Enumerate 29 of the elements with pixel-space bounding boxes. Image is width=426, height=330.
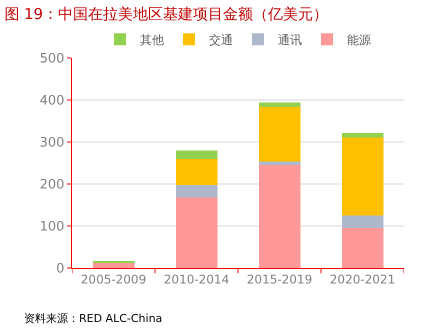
y-tick-label: 300 (40, 136, 64, 151)
bar (92, 262, 134, 268)
bar (176, 184, 218, 198)
y-tick-label: 200 (40, 178, 64, 193)
bar (258, 107, 300, 162)
bar (176, 197, 218, 268)
text: 资料来源：RED ALC-China (24, 312, 162, 325)
bar (342, 137, 384, 216)
bar (258, 161, 300, 166)
bar (342, 216, 384, 228)
bar (342, 228, 384, 268)
bar (176, 158, 218, 185)
y-tick-label: 500 (40, 52, 64, 67)
legend-label: 交通 (209, 32, 233, 47)
bar (176, 150, 218, 159)
bar (258, 102, 300, 108)
bar (258, 165, 300, 268)
legend-label: 能源 (347, 32, 371, 47)
x-tick-label: 2015-2019 (246, 272, 312, 286)
x-tick-label: 2010-2014 (164, 272, 230, 286)
legend-label: 通讯 (278, 32, 302, 47)
y-tick-label: 400 (40, 94, 64, 109)
y-tick-label: 100 (40, 220, 64, 235)
y-tick-label: 0 (56, 262, 64, 277)
chart-title: 图 19：中国在拉美地区基建项目金额（亿美元） (4, 4, 328, 23)
bar (342, 132, 384, 138)
x-tick-label: 2020-2021 (330, 272, 396, 286)
x-tick-label: 2005-2009 (80, 272, 146, 286)
legend-label: 其他 (140, 32, 164, 47)
